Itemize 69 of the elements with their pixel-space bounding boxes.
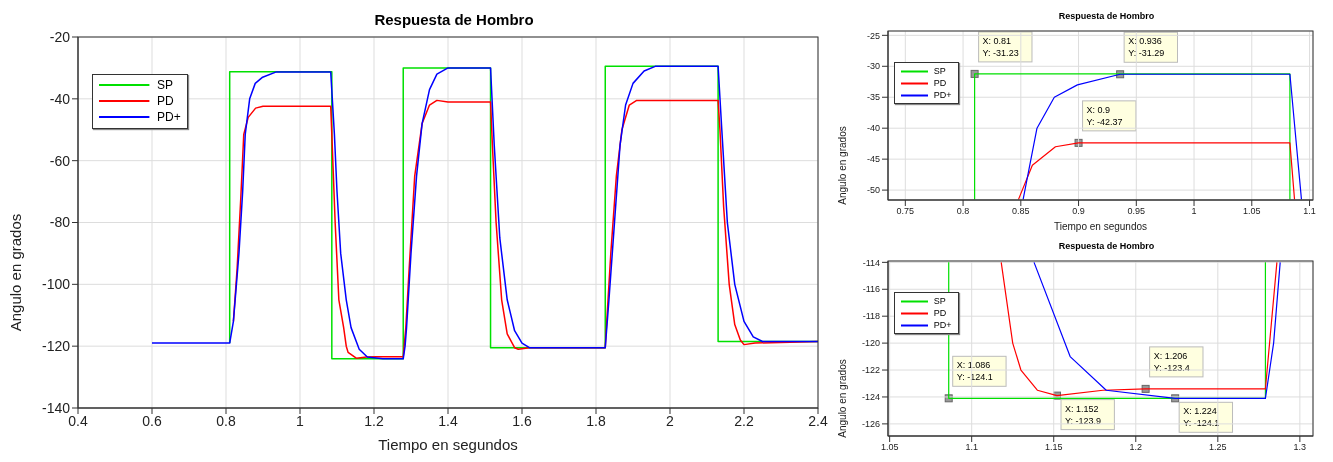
y-tick-label: -80 xyxy=(49,214,71,231)
y-tick-label: -120 xyxy=(41,338,71,355)
x-tick-label: 1 xyxy=(296,412,305,429)
x-tick-label: 0.75 xyxy=(896,206,915,217)
legend-label: PD xyxy=(933,77,947,90)
x-tick-label: 0.8 xyxy=(216,412,236,429)
chart-title: Respuesta de Hombro xyxy=(374,11,534,28)
x-tick-label: 1 xyxy=(1191,206,1197,217)
y-axis-title: Angulo en grados xyxy=(836,359,848,438)
chart-title: Respuesta de Hombro xyxy=(1057,240,1156,253)
x-tick-label: 0.4 xyxy=(68,412,88,429)
y-tick-label: -60 xyxy=(49,152,71,169)
y-tick-label: -126 xyxy=(861,419,880,430)
y-tick-label: -116 xyxy=(862,284,880,295)
x-tick-label: 1.25 xyxy=(1209,442,1227,453)
y-tick-label: -114 xyxy=(862,257,880,268)
x-tick-label: 0.8 xyxy=(956,206,970,217)
annotation: X: 0.9 Y: -42.37 xyxy=(1086,104,1123,127)
annotation: X: 1.152 Y: -123.9 xyxy=(1065,403,1102,426)
x-axis-title: Tiempo en segundos xyxy=(378,436,518,453)
x-tick-label: 1.05 xyxy=(880,442,899,453)
legend-label: SP xyxy=(933,295,946,308)
y-tick-label: -140 xyxy=(41,399,71,416)
x-tick-label: 1.2 xyxy=(1129,442,1143,453)
legend-label: SP xyxy=(933,65,946,78)
x-tick-label: 2 xyxy=(666,412,675,429)
annotation: X: 1.224 Y: -124.1 xyxy=(1183,406,1220,429)
legend-label: PD xyxy=(157,93,174,110)
legend-label: PD xyxy=(933,307,947,320)
legend-label: PD+ xyxy=(933,89,952,102)
y-tick-label: -30 xyxy=(866,61,880,72)
x-tick-label: 1.6 xyxy=(512,412,532,429)
x-axis-title: Tiempo en segundos xyxy=(1053,221,1148,232)
x-tick-label: 0.6 xyxy=(142,412,162,429)
y-tick-label: -120 xyxy=(861,338,880,349)
annotation: X: 1.086 Y: -124.1 xyxy=(956,360,993,383)
x-tick-label: 1.3 xyxy=(1293,442,1307,453)
y-tick-label: -122 xyxy=(861,365,880,376)
y-tick-label: -118 xyxy=(862,311,880,322)
y-tick-label: -20 xyxy=(49,28,71,45)
x-tick-label: 1.1 xyxy=(1303,206,1316,217)
y-tick-label: -50 xyxy=(866,185,880,196)
legend-label: PD+ xyxy=(157,109,181,126)
y-tick-label: -40 xyxy=(49,90,71,107)
annotation: X: 0.936 Y: -31.29 xyxy=(1128,36,1165,59)
x-tick-label: 1.8 xyxy=(586,412,606,429)
x-tick-label: 1.2 xyxy=(364,412,384,429)
x-tick-label: 1.4 xyxy=(438,412,458,429)
x-tick-label: 1.1 xyxy=(965,442,978,453)
y-axis-title: Angulo en grados xyxy=(836,126,848,205)
legend-label: SP xyxy=(157,77,174,94)
x-tick-label: 1.05 xyxy=(1243,206,1261,217)
annotation: X: 1.206 Y: -123.4 xyxy=(1153,350,1190,373)
y-tick-label: -40 xyxy=(866,123,880,134)
x-tick-label: 0.9 xyxy=(1072,206,1085,217)
chart-title: Respuesta de Hombro xyxy=(1057,10,1156,23)
y-axis-title: Angulo en grados xyxy=(7,213,25,332)
x-tick-label: 2.4 xyxy=(808,412,828,429)
x-tick-label: 0.85 xyxy=(1012,206,1030,217)
x-tick-label: 2.2 xyxy=(734,412,754,429)
y-tick-label: -45 xyxy=(866,154,880,165)
y-tick-label: -100 xyxy=(41,276,71,293)
y-tick-label: -25 xyxy=(866,30,880,41)
x-tick-label: 0.95 xyxy=(1127,206,1146,217)
legend-label: PD+ xyxy=(933,319,952,332)
y-tick-label: -35 xyxy=(866,92,880,103)
annotation: X: 0.81 Y: -31.23 xyxy=(982,35,1019,58)
x-tick-label: 1.15 xyxy=(1044,442,1063,453)
y-tick-label: -124 xyxy=(861,392,880,403)
